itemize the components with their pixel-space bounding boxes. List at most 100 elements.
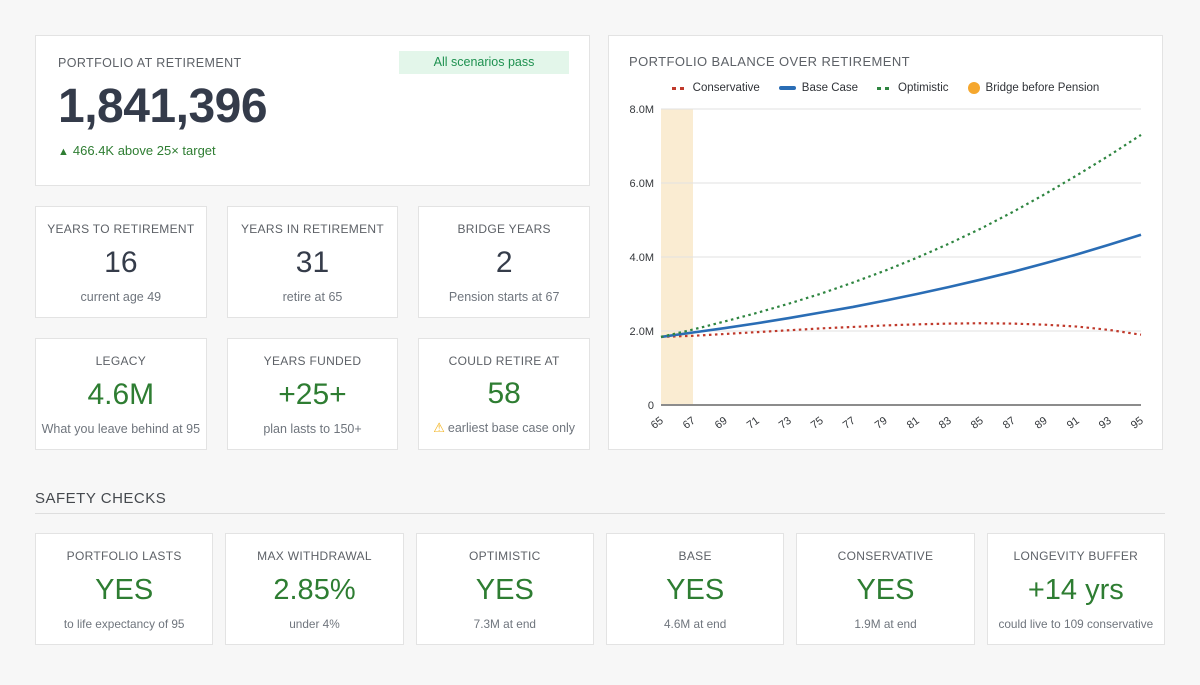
legend-item-base-case[interactable]: Base Case [778, 82, 859, 94]
x-tick-label: 91 [1065, 415, 1082, 432]
x-tick-label: 77 [841, 415, 858, 432]
safety-checks-heading: SAFETY CHECKS [35, 490, 167, 507]
stat-sub: plan lasts to 150+ [263, 422, 362, 436]
safety-label: CONSERVATIVE [837, 549, 934, 563]
safety-label: OPTIMISTIC [468, 549, 541, 563]
x-tick-label: 85 [969, 415, 986, 432]
dotted-line-marker [877, 86, 893, 90]
stat-label: LEGACY [95, 354, 147, 368]
safety-sub: could live to 109 conservative [998, 617, 1154, 631]
safety-sub: to life expectancy of 95 [63, 617, 185, 631]
circle-marker [967, 82, 980, 94]
warning-icon: ⚠ [433, 420, 445, 435]
stat-value: 16 [104, 246, 138, 279]
safety-value: YES [475, 573, 534, 606]
x-tick-label: 95 [1129, 415, 1144, 432]
y-tick-label: 4.0M [630, 252, 654, 264]
safety-card-optimistic: OPTIMISTIC YES 7.3M at end [415, 533, 594, 645]
safety-grid: PORTFOLIO LASTS YES to life expectancy o… [35, 533, 1165, 645]
portfolio-balance-chart-card: PORTFOLIO BALANCE OVER RETIREMENT Conser… [608, 35, 1163, 450]
legend-label: Base Case [801, 82, 859, 94]
safety-sub: 4.6M at end [664, 617, 727, 631]
stat-sub-text: earliest base case only [447, 421, 576, 435]
legend-label: Optimistic [898, 82, 949, 94]
stat-card-years-in-retirement: YEARS IN RETIREMENT 31 retire at 65 [226, 206, 399, 318]
up-triangle-icon: ▲ [58, 146, 69, 159]
series-line-conservative [660, 322, 1142, 339]
safety-label: BASE [678, 549, 712, 563]
safety-card-portfolio-lasts: PORTFOLIO LASTS YES to life expectancy o… [35, 533, 214, 645]
stat-sub: current age 49 [80, 290, 162, 304]
stat-label: YEARS TO RETIREMENT [47, 222, 195, 236]
chart-title: PORTFOLIO BALANCE OVER RETIREMENT [629, 54, 910, 69]
stat-label: BRIDGE YEARS [457, 222, 551, 236]
y-tick-label: 6.0M [630, 178, 654, 190]
chart-plot-area: 0 2.0M 4.0M 6.0M 8.0M 65 67 69 71 73 75 77 79 81 83 85 8… [609, 100, 1162, 445]
stat-sub: retire at 65 [282, 290, 343, 304]
legend-item-conservative[interactable]: Conservative [671, 82, 760, 94]
safety-label: MAX WITHDRAWAL [257, 549, 372, 563]
stat-value: 31 [295, 246, 330, 279]
safety-sub: 1.9M at end [854, 617, 917, 631]
safety-value: YES [856, 573, 915, 606]
safety-card-longevity-buffer: LONGEVITY BUFFER +14 yrs could live to 1… [986, 533, 1165, 645]
legend-label: Conservative [692, 82, 760, 94]
x-tick-label: 87 [1001, 415, 1018, 432]
y-tick-label: 0 [648, 400, 654, 412]
safety-label: LONGEVITY BUFFER [1013, 549, 1139, 563]
stat-grid: YEARS TO RETIREMENT 16 current age 49 YE… [35, 206, 590, 450]
stat-sub: Pension starts at 67 [448, 290, 560, 304]
portfolio-delta-text: 466.4K above 25× target [72, 143, 216, 159]
portfolio-card-title: PORTFOLIO AT RETIREMENT [58, 56, 242, 70]
x-tick-label: 93 [1097, 415, 1114, 432]
safety-card-conservative: CONSERVATIVE YES 1.9M at end [796, 533, 975, 645]
stat-sub: What you leave behind at 95 [41, 422, 201, 436]
safety-label: PORTFOLIO LASTS [66, 549, 182, 563]
retirement-chart-svg: 0 2.0M 4.0M 6.0M 8.0M 65 67 69 71 73 75 77 79 81 83 85 8… [630, 104, 1146, 432]
stat-label: COULD RETIRE AT [448, 354, 560, 368]
portfolio-value: 1,841,396 [58, 80, 268, 133]
y-tick-label: 2.0M [630, 326, 654, 338]
safety-sub: under 4% [289, 617, 340, 631]
chart-legend: Conservative Base Case Optimistic Bridge… [609, 82, 1162, 94]
stat-value: +25+ [278, 378, 347, 411]
stat-card-could-retire-at: COULD RETIRE AT 58 ⚠ earliest base case o… [418, 338, 590, 450]
legend-label: Bridge before Pension [985, 82, 1100, 94]
stat-value: 2 [495, 246, 513, 279]
all-scenarios-pass-badge: All scenarios pass [399, 51, 569, 74]
section-divider [35, 513, 1165, 514]
y-tick-label: 8.0M [630, 104, 654, 116]
x-tick-label: 81 [905, 415, 922, 432]
safety-value: YES [95, 573, 154, 606]
stat-label: YEARS IN RETIREMENT [240, 222, 385, 236]
series-line-base-case [660, 233, 1142, 339]
stat-card-bridge-years: BRIDGE YEARS 2 Pension starts at 67 [418, 206, 590, 318]
safety-card-base: BASE YES 4.6M at end [605, 533, 785, 645]
portfolio-delta: ▲ 466.4K above 25× target [58, 143, 567, 158]
x-tick-label: 71 [745, 415, 762, 432]
x-tick-label: 75 [809, 415, 826, 432]
portfolio-at-retirement-card: PORTFOLIO AT RETIREMENT All scenarios pa… [35, 35, 590, 186]
x-tick-label: 65 [649, 415, 666, 432]
legend-item-optimistic[interactable]: Optimistic [877, 82, 949, 94]
safety-value: 2.85% [273, 573, 356, 606]
x-tick-label: 69 [713, 415, 730, 432]
legend-item-bridge-before-pension[interactable]: Bridge before Pension [967, 82, 1100, 94]
safety-value: +14 yrs [1027, 573, 1124, 606]
stat-sub: ⚠ earliest base case only [433, 420, 575, 436]
series-line-optimistic [660, 133, 1142, 338]
x-tick-label: 89 [1033, 415, 1050, 432]
stat-card-legacy: LEGACY 4.6M What you leave behind at 95 [35, 338, 207, 450]
x-tick-label: 79 [873, 415, 890, 432]
safety-sub: 7.3M at end [473, 617, 536, 631]
stat-card-years-funded: YEARS FUNDED +25+ plan lasts to 150+ [226, 338, 399, 450]
x-tick-label: 83 [937, 415, 954, 432]
stat-label: YEARS FUNDED [263, 354, 362, 368]
x-tick-label: 67 [681, 415, 698, 432]
stat-card-years-to-retirement: YEARS TO RETIREMENT 16 current age 49 [35, 206, 207, 318]
safety-card-max-withdrawal: MAX WITHDRAWAL 2.85% under 4% [225, 533, 404, 645]
x-tick-label: 73 [777, 415, 794, 432]
solid-line-marker [778, 86, 796, 90]
dotted-line-marker [671, 86, 687, 90]
